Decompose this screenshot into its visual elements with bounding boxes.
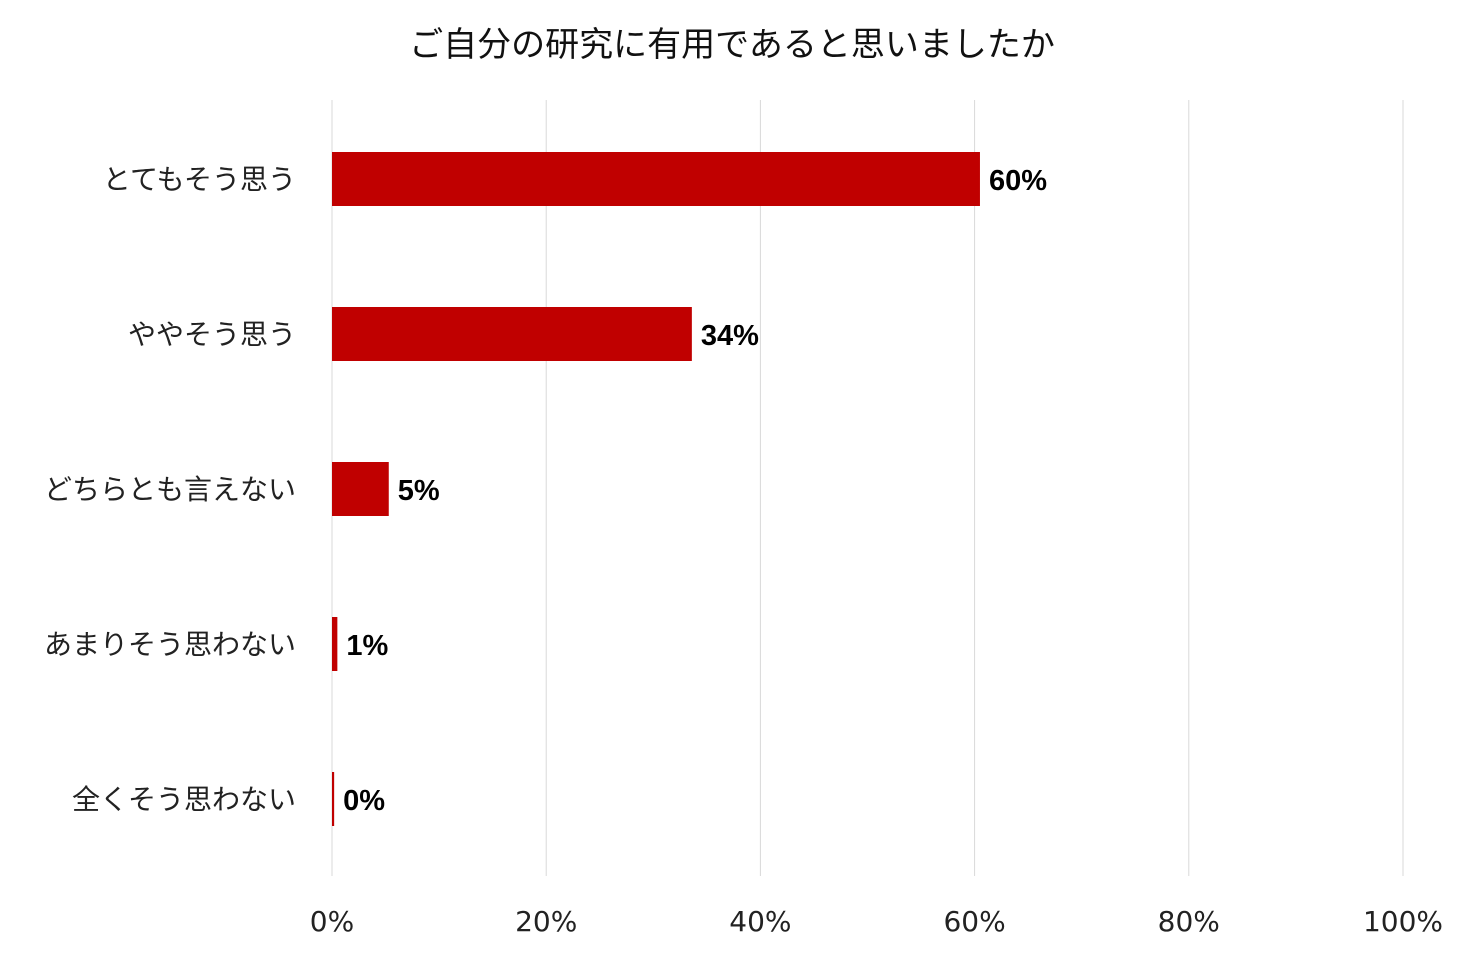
- data-label: 5%: [398, 475, 440, 507]
- data-label: 34%: [701, 320, 759, 352]
- category-label: 全くそう思わない: [72, 783, 296, 816]
- x-tick-label: 60%: [943, 905, 1005, 938]
- data-labels: 60% 34% 5% 1% 0%: [343, 165, 1047, 817]
- category-label: どちらとも言えない: [44, 473, 296, 506]
- grid-lines: [331, 100, 1404, 876]
- x-tick-label: 100%: [1363, 905, 1443, 938]
- x-tick-label: 40%: [729, 905, 791, 938]
- category-label: あまりそう思わない: [44, 628, 296, 661]
- x-axis-tick-labels: 0% 20% 40% 60% 80% 100%: [310, 905, 1443, 938]
- bar: [332, 462, 389, 516]
- chart-title: ご自分の研究に有用であると思いましたか: [409, 25, 1055, 65]
- bar: [332, 152, 980, 206]
- category-label: とてもそう思う: [103, 163, 296, 196]
- bar: [332, 307, 692, 361]
- bar: [332, 617, 338, 671]
- data-label: 60%: [989, 165, 1047, 197]
- bar: [332, 772, 335, 826]
- x-tick-label: 0%: [310, 905, 354, 938]
- x-tick-label: 20%: [515, 905, 577, 938]
- x-tick-label: 80%: [1158, 905, 1220, 938]
- data-label: 1%: [346, 630, 388, 662]
- bars: [332, 152, 980, 826]
- category-label: ややそう思う: [128, 318, 296, 351]
- data-label: 0%: [343, 785, 385, 817]
